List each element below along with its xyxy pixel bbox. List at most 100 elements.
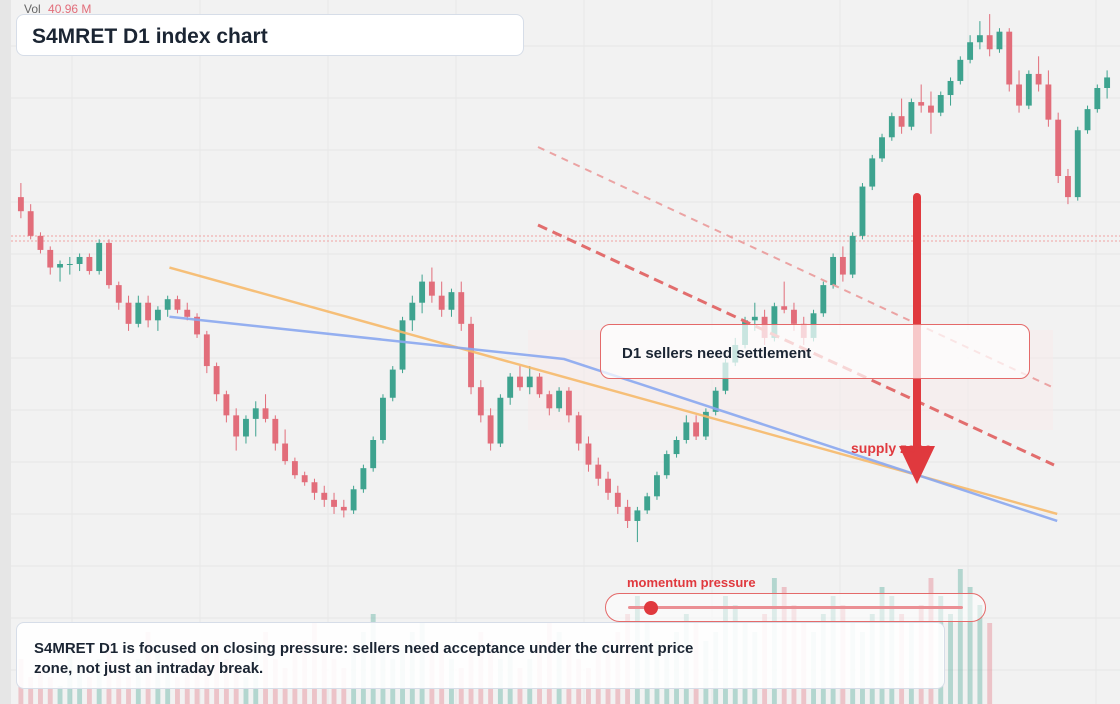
- candle-body: [556, 390, 563, 409]
- candle-body: [1084, 109, 1091, 131]
- candle-body: [154, 309, 161, 321]
- candle-body: [507, 376, 514, 398]
- candle-body: [57, 264, 63, 268]
- candle-body: [213, 366, 220, 395]
- candle-body: [644, 496, 651, 511]
- candle-body: [918, 102, 925, 106]
- candle-body: [820, 285, 827, 314]
- candle-body: [908, 102, 915, 127]
- candle-body: [497, 397, 504, 444]
- candle-body: [1016, 84, 1022, 106]
- candle-body: [605, 478, 611, 493]
- momentum-meter: [605, 593, 986, 622]
- candle-body: [1045, 84, 1052, 120]
- candle-body: [898, 116, 905, 127]
- candle-body: [145, 302, 152, 321]
- settlement-callout: D1 sellers need settlement: [600, 324, 1030, 379]
- candle-body: [634, 510, 641, 521]
- candle-body: [976, 35, 983, 43]
- candle-body: [575, 415, 582, 444]
- candle-body: [321, 492, 328, 500]
- candle-body: [1055, 119, 1062, 176]
- candle-body: [37, 235, 44, 250]
- candle-body: [47, 249, 54, 268]
- candle-body: [565, 390, 572, 416]
- candle-body: [477, 387, 484, 416]
- candle-body: [1074, 130, 1081, 198]
- candle-body: [380, 397, 386, 440]
- momentum-track: [628, 606, 963, 609]
- volume-bar: [28, 677, 34, 704]
- candle-body: [888, 116, 895, 138]
- candle-body: [702, 411, 709, 437]
- candle-body: [673, 440, 680, 455]
- volume-bar: [126, 677, 131, 704]
- candle-body: [536, 376, 543, 395]
- candle-body: [663, 454, 670, 476]
- candle-body: [184, 309, 191, 317]
- candle-body: [859, 186, 866, 236]
- candle-body: [282, 443, 289, 462]
- candle-body: [135, 302, 142, 324]
- candle-body: [243, 418, 249, 437]
- candle-body: [27, 211, 34, 236]
- candle-body: [458, 292, 465, 324]
- candle-body: [468, 323, 474, 388]
- volume-bar: [175, 677, 180, 704]
- candle-body: [448, 292, 455, 310]
- arrow-head: [899, 446, 935, 484]
- candle-body: [928, 105, 934, 113]
- candle-body: [1006, 31, 1013, 85]
- candle-body: [869, 158, 876, 187]
- candle-body: [683, 422, 690, 440]
- candle-body: [614, 492, 621, 507]
- candle-body: [311, 482, 318, 493]
- callout-text: D1 sellers need settlement: [622, 345, 812, 362]
- candle-body: [331, 499, 337, 507]
- candle-body: [174, 299, 181, 310]
- candle-body: [223, 394, 230, 416]
- momentum-knob[interactable]: [644, 601, 659, 615]
- price-scale-strip: [0, 0, 11, 704]
- candle-body: [947, 80, 954, 96]
- candle-body: [233, 415, 240, 437]
- momentum-label: momentum pressure: [627, 575, 756, 590]
- candle-body: [96, 242, 103, 272]
- candle-body: [996, 31, 1003, 50]
- candle-body: [17, 197, 24, 212]
- candle-body: [360, 468, 367, 490]
- candle-body: [115, 285, 122, 303]
- candle-body: [546, 394, 553, 409]
- candle-body: [1104, 77, 1111, 88]
- candle-body: [830, 256, 837, 286]
- candle-body: [438, 295, 445, 310]
- candle-body: [693, 422, 700, 437]
- volume-value: 40.96 M: [48, 2, 92, 16]
- candle-body: [526, 376, 533, 388]
- candle-body: [595, 464, 602, 479]
- candle-body: [751, 316, 758, 321]
- candle-body: [487, 415, 494, 444]
- candle-body: [164, 299, 171, 310]
- candle-body: [272, 418, 279, 444]
- candle-body: [86, 256, 93, 272]
- candle-body: [1025, 73, 1032, 106]
- candle-body: [389, 369, 396, 398]
- volume-bar: [243, 677, 249, 704]
- candle-body: [106, 242, 112, 286]
- candle-body: [585, 443, 592, 465]
- candle-body: [409, 302, 416, 321]
- candle-body: [1035, 73, 1042, 85]
- volume-bar: [57, 686, 63, 704]
- candle-body: [849, 235, 856, 275]
- candle-body: [419, 281, 426, 303]
- candle-body: [301, 475, 308, 483]
- volume-bar: [987, 623, 993, 704]
- volume-bar: [47, 677, 53, 704]
- candle-body: [194, 316, 200, 335]
- candle-body: [399, 320, 406, 370]
- candle-body: [879, 137, 885, 159]
- candle-body: [781, 306, 788, 310]
- candle-body: [712, 390, 719, 412]
- volume-bar: [977, 605, 983, 704]
